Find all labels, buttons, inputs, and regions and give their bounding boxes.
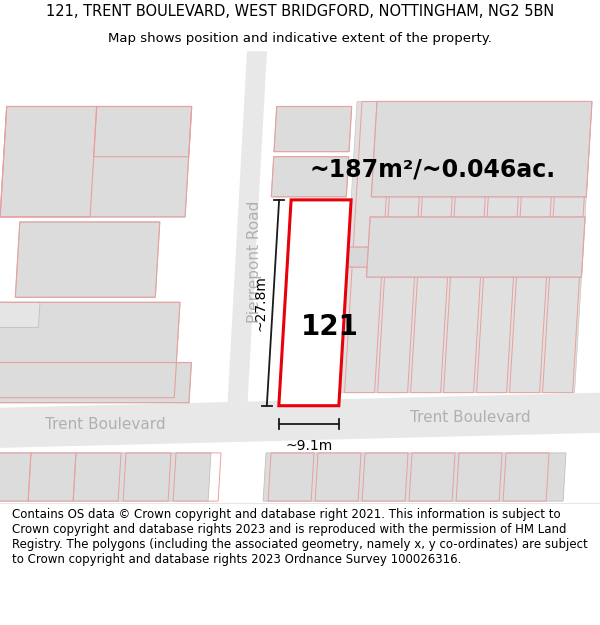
Text: 121: 121	[301, 314, 359, 341]
Polygon shape	[0, 106, 192, 217]
Polygon shape	[0, 392, 600, 448]
Polygon shape	[340, 101, 592, 392]
Text: ~9.1m: ~9.1m	[285, 439, 332, 453]
Polygon shape	[271, 157, 349, 197]
Polygon shape	[0, 362, 191, 403]
Text: ~27.8m: ~27.8m	[254, 275, 268, 331]
Text: Trent Boulevard: Trent Boulevard	[410, 410, 530, 425]
Polygon shape	[263, 453, 566, 501]
Text: 121, TRENT BOULEVARD, WEST BRIDGFORD, NOTTINGHAM, NG2 5BN: 121, TRENT BOULEVARD, WEST BRIDGFORD, NO…	[46, 4, 554, 19]
Text: Pierrepont Road: Pierrepont Road	[248, 201, 263, 323]
Polygon shape	[0, 453, 211, 501]
Polygon shape	[16, 222, 160, 298]
Polygon shape	[0, 302, 40, 328]
Polygon shape	[227, 51, 267, 413]
Polygon shape	[371, 101, 592, 197]
Text: Contains OS data © Crown copyright and database right 2021. This information is : Contains OS data © Crown copyright and d…	[12, 508, 588, 566]
Polygon shape	[279, 200, 351, 406]
Polygon shape	[0, 302, 180, 398]
Text: Map shows position and indicative extent of the property.: Map shows position and indicative extent…	[108, 32, 492, 45]
Text: Trent Boulevard: Trent Boulevard	[44, 418, 166, 432]
Polygon shape	[347, 247, 373, 267]
Text: ~187m²/~0.046ac.: ~187m²/~0.046ac.	[310, 158, 556, 182]
Polygon shape	[367, 217, 585, 277]
Polygon shape	[274, 106, 352, 152]
